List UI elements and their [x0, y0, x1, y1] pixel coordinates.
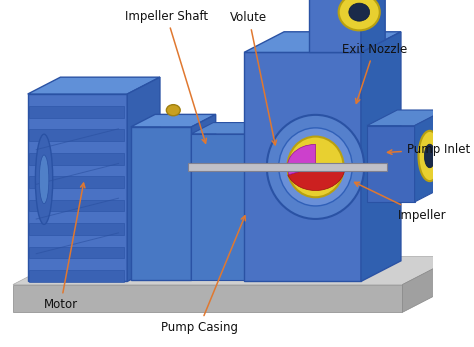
Text: Volute: Volute: [230, 11, 276, 145]
Ellipse shape: [419, 131, 441, 181]
Polygon shape: [29, 223, 125, 235]
Polygon shape: [13, 285, 402, 312]
Polygon shape: [248, 122, 270, 280]
Polygon shape: [13, 256, 457, 285]
Ellipse shape: [36, 134, 53, 225]
Polygon shape: [244, 52, 361, 281]
Polygon shape: [191, 122, 270, 134]
Text: Impeller Shaft: Impeller Shaft: [125, 10, 208, 143]
Polygon shape: [29, 129, 125, 141]
Polygon shape: [415, 110, 445, 202]
Ellipse shape: [287, 136, 344, 197]
Polygon shape: [29, 176, 125, 188]
Polygon shape: [127, 77, 160, 281]
Polygon shape: [191, 115, 216, 280]
Polygon shape: [402, 256, 457, 312]
Text: Motor: Motor: [44, 183, 85, 311]
Polygon shape: [27, 94, 127, 281]
Polygon shape: [29, 200, 125, 211]
Text: Impeller: Impeller: [355, 182, 447, 222]
Wedge shape: [288, 167, 345, 191]
Text: Exit Nozzle: Exit Nozzle: [342, 43, 407, 103]
Polygon shape: [361, 32, 401, 281]
Polygon shape: [27, 77, 160, 94]
Polygon shape: [191, 134, 248, 280]
Polygon shape: [29, 153, 125, 164]
Polygon shape: [29, 106, 125, 118]
Ellipse shape: [424, 144, 435, 168]
Text: Pump Inlet: Pump Inlet: [388, 143, 470, 156]
Polygon shape: [253, 228, 274, 277]
Ellipse shape: [166, 105, 180, 116]
Polygon shape: [244, 32, 401, 52]
Polygon shape: [131, 127, 191, 280]
Ellipse shape: [279, 128, 352, 206]
Polygon shape: [309, 0, 361, 52]
Wedge shape: [287, 144, 316, 175]
Polygon shape: [131, 115, 216, 127]
Polygon shape: [367, 110, 445, 126]
Polygon shape: [29, 247, 125, 258]
Polygon shape: [29, 270, 125, 282]
Ellipse shape: [349, 3, 370, 21]
Text: Pump Casing: Pump Casing: [161, 216, 246, 334]
Ellipse shape: [338, 0, 380, 31]
Polygon shape: [361, 0, 385, 52]
Polygon shape: [309, 228, 330, 277]
Bar: [188, 163, 387, 171]
Polygon shape: [367, 126, 415, 202]
Ellipse shape: [267, 115, 364, 219]
Ellipse shape: [39, 155, 49, 204]
